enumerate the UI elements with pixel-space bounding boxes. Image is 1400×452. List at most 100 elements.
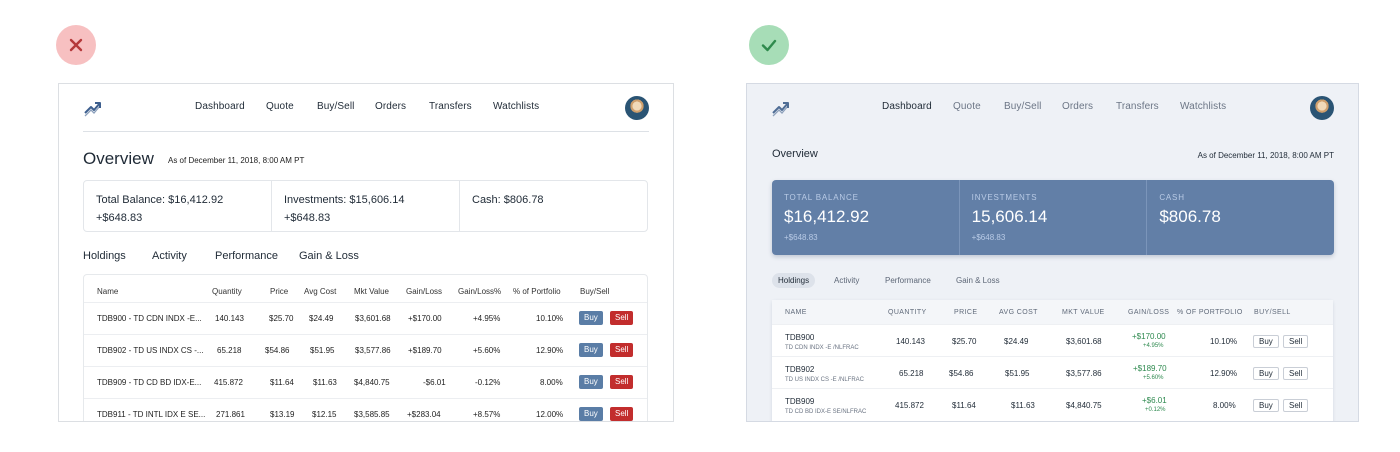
gain-loss-pct-cell: +4.95% <box>1143 343 1164 349</box>
avg-cost-cell: $11.63 <box>313 378 337 387</box>
table-row[interactable]: TDB909 TD CD BD IDX-E SE/NLFRAC 415.872 … <box>772 388 1333 421</box>
sell-button[interactable]: Sell <box>1283 335 1309 348</box>
nav-quote[interactable]: Quote <box>953 101 981 112</box>
table-row[interactable]: TDB911 - TD INTL IDX E SE... 271.861 $13… <box>84 398 647 421</box>
table-row[interactable]: TDB902 - TD US INDX CS -... 65.218 $54.8… <box>84 334 647 367</box>
tab-gain-loss[interactable]: Gain & Loss <box>956 276 1000 285</box>
col-header[interactable]: Name <box>97 287 119 296</box>
investments-card: Investments: $15,606.14 +$648.83 <box>271 181 459 231</box>
col-header[interactable]: NAME <box>785 309 807 316</box>
card-line: Cash: $806.78 <box>472 194 544 206</box>
nav-transfers[interactable]: Transfers <box>429 101 472 112</box>
col-header[interactable]: GAIN/LOSS <box>1128 309 1170 316</box>
buy-button[interactable]: Buy <box>579 343 603 357</box>
card-line: Investments: $15,606.14 <box>284 194 405 206</box>
gain-loss-cell: +$189.70 <box>408 346 442 355</box>
sell-button[interactable]: Sell <box>1283 367 1309 380</box>
trend-up-logo-icon[interactable] <box>771 98 791 118</box>
gain-loss-pct-cell: +4.95% <box>473 314 501 323</box>
gain-loss-cell: +$170.00 <box>1132 332 1166 341</box>
col-header[interactable]: Mkt Value <box>354 287 389 296</box>
quantity-cell: 271.861 <box>216 410 245 419</box>
as-of-timestamp: As of December 11, 2018, 8:00 AM PT <box>168 156 305 165</box>
tab-holdings[interactable]: Holdings <box>772 273 816 288</box>
nav-watchlists[interactable]: Watchlists <box>493 101 540 112</box>
avg-cost-cell: $12.15 <box>312 410 337 419</box>
sell-button[interactable]: Sell <box>610 407 634 421</box>
buy-button[interactable]: Buy <box>1253 335 1279 348</box>
table-row[interactable]: TDB902 TD US INDX CS -E /NLFRAC 65.218 $… <box>772 356 1333 389</box>
trend-up-logo-icon[interactable] <box>83 98 103 118</box>
description-cell: TD CDN INDX -E /NLFRAC <box>785 345 859 351</box>
col-header[interactable]: Gain/Loss <box>406 287 443 296</box>
col-header[interactable]: % OF PORTFOLIO <box>1177 309 1243 316</box>
buy-button[interactable]: Buy <box>1253 367 1279 380</box>
portfolio-pct-cell: 12.90% <box>1210 369 1238 378</box>
col-header[interactable]: Avg Cost <box>304 287 337 296</box>
price-cell: $11.64 <box>952 401 976 410</box>
total-balance-card: Total Balance: $16,412.92 +$648.83 <box>84 181 271 231</box>
nav-orders[interactable]: Orders <box>1062 101 1094 112</box>
table-row[interactable]: TDB900 - TD CDN INDX -E... 140.143 $25.7… <box>84 302 647 335</box>
tab-gain-loss[interactable]: Gain & Loss <box>299 250 359 262</box>
as-of-timestamp: As of December 11, 2018, 8:00 AM PT <box>1197 151 1334 160</box>
col-header[interactable]: Buy/Sell <box>580 287 610 296</box>
portfolio-pct-cell: 10.10% <box>1210 337 1238 346</box>
col-header[interactable]: QUANTITY <box>888 309 927 316</box>
quantity-cell: 65.218 <box>899 369 924 378</box>
gain-loss-cell: +$189.70 <box>1133 364 1167 373</box>
mkt-value-cell: $4,840.75 <box>354 378 390 387</box>
avg-cost-cell: $24.49 <box>1004 337 1029 346</box>
nav-buy-sell[interactable]: Buy/Sell <box>317 101 355 112</box>
nav-transfers[interactable]: Transfers <box>1116 101 1159 112</box>
buy-button[interactable]: Buy <box>1253 399 1279 412</box>
price-cell: $11.64 <box>270 378 294 387</box>
mkt-value-cell: $3,601.68 <box>355 314 391 323</box>
portfolio-pct-cell: 12.90% <box>536 346 564 355</box>
nav-dashboard[interactable]: Dashboard <box>195 101 245 112</box>
tab-performance[interactable]: Performance <box>885 276 931 285</box>
tab-holdings[interactable]: Holdings <box>83 250 126 262</box>
description-cell: TD US INDX CS -E /NLFRAC <box>785 377 865 383</box>
quantity-cell: 65.218 <box>217 346 242 355</box>
tab-activity[interactable]: Activity <box>152 250 187 262</box>
x-icon <box>69 38 83 52</box>
nav-orders[interactable]: Orders <box>375 101 407 112</box>
mkt-value-cell: $3,577.86 <box>1066 369 1102 378</box>
check-icon <box>761 39 777 52</box>
table-row[interactable]: TDB900 TD CDN INDX -E /NLFRAC 140.143 $2… <box>772 324 1333 357</box>
card-change: +$648.83 <box>96 212 143 224</box>
avatar[interactable] <box>625 96 649 120</box>
col-header[interactable]: Quantity <box>212 287 242 296</box>
col-header[interactable]: MKT VALUE <box>1062 309 1105 316</box>
buy-button[interactable]: Buy <box>579 311 603 325</box>
sell-button[interactable]: Sell <box>610 311 634 325</box>
tab-performance[interactable]: Performance <box>215 250 278 262</box>
gain-loss-cell: +$170.00 <box>408 314 442 323</box>
col-header[interactable]: Price <box>270 287 289 296</box>
table-row[interactable]: TDB909 - TD CD BD IDX-E... 415.872 $11.6… <box>84 366 647 399</box>
nav-watchlists[interactable]: Watchlists <box>1180 101 1227 112</box>
sell-button[interactable]: Sell <box>1283 399 1309 412</box>
nav-buy-sell[interactable]: Buy/Sell <box>1004 101 1042 112</box>
col-header[interactable]: AVG COST <box>999 309 1038 316</box>
price-cell: $25.70 <box>269 314 294 323</box>
buy-button[interactable]: Buy <box>579 375 603 389</box>
col-header[interactable]: Gain/Loss% <box>458 287 502 296</box>
page-title: Overview <box>772 148 818 160</box>
col-header[interactable]: BUY/SELL <box>1254 309 1291 316</box>
name-cell: TDB900 - TD CDN INDX -E... <box>97 314 202 323</box>
avatar[interactable] <box>1310 96 1334 120</box>
card-change: +$648.83 <box>784 233 818 242</box>
col-header[interactable]: PRICE <box>954 309 978 316</box>
nav-quote[interactable]: Quote <box>266 101 294 112</box>
col-header[interactable]: % of Portfolio <box>513 287 561 296</box>
sell-button[interactable]: Sell <box>610 343 634 357</box>
divider <box>83 131 649 132</box>
summary-cards: Total Balance: $16,412.92 +$648.83 Inves… <box>83 180 648 232</box>
buy-button[interactable]: Buy <box>579 407 603 421</box>
nav-dashboard[interactable]: Dashboard <box>882 101 932 112</box>
sell-button[interactable]: Sell <box>610 375 634 389</box>
holdings-table: Name Quantity Price Avg Cost Mkt Value G… <box>83 274 648 421</box>
tab-activity[interactable]: Activity <box>834 276 860 285</box>
